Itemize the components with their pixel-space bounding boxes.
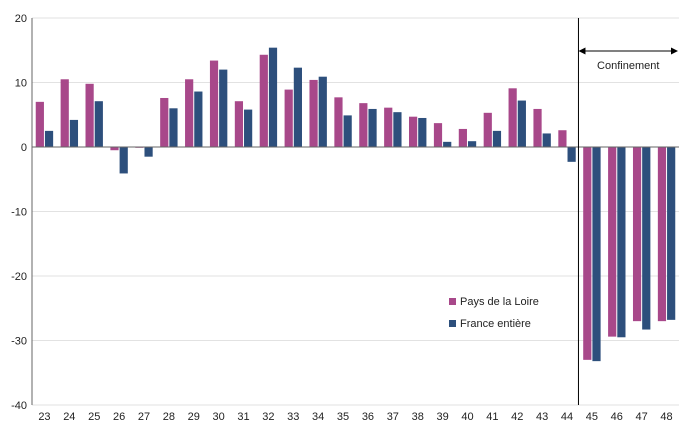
- bar-france-entiere-29: [194, 91, 203, 147]
- x-tick-label: 31: [237, 411, 249, 423]
- bar-pays-de-la-loire-45: [583, 147, 592, 360]
- confinement-label: Confinement: [597, 60, 659, 72]
- bar-pays-de-la-loire-35: [334, 97, 343, 147]
- confinement-arrow-head-left: [578, 47, 586, 55]
- legend-swatch-france-entiere: [449, 320, 456, 327]
- bar-pays-de-la-loire-24: [60, 79, 69, 147]
- x-tick-label: 44: [561, 411, 573, 423]
- confinement-arrow-head-right: [671, 47, 678, 55]
- bar-pays-de-la-loire-41: [483, 112, 492, 147]
- bar-france-entiere-23: [44, 130, 54, 147]
- bar-pays-de-la-loire-43: [533, 108, 542, 147]
- x-tick-label: 33: [287, 411, 299, 423]
- bar-pays-de-la-loire-47: [632, 147, 642, 322]
- x-tick-label: 27: [138, 411, 150, 423]
- bar-france-entiere-39: [443, 141, 452, 147]
- x-tick-label: 41: [486, 411, 498, 423]
- x-tick-label: 47: [636, 411, 648, 423]
- x-tick-label: 38: [412, 411, 424, 423]
- y-tick-label: 0: [21, 142, 27, 154]
- y-tick-label: -40: [11, 400, 27, 412]
- bar-france-entiere-46: [617, 147, 626, 338]
- x-tick-labels: 23 24 25 26 27 28 29 30 31 32 33 34 35 36 37 38 39 40 41 42…: [38, 411, 672, 423]
- bar-pays-de-la-loire-40: [458, 128, 467, 147]
- x-tick-label: 46: [611, 411, 623, 423]
- x-tick-label: 26: [113, 411, 125, 423]
- bar-france-entiere-35: [343, 115, 352, 147]
- confinement-annotation: Confinement: [577, 18, 678, 405]
- y-tick-label: -30: [11, 336, 27, 348]
- bar-pays-de-la-loire-38: [409, 116, 418, 147]
- x-tick-label: 34: [312, 411, 324, 423]
- x-tick-label: 30: [213, 411, 225, 423]
- axes: [31, 18, 679, 405]
- x-tick-label: 48: [660, 411, 672, 423]
- bar-pays-de-la-loire-32: [259, 54, 268, 147]
- bar-pays-de-la-loire-39: [433, 123, 443, 147]
- bar-france-entiere-36: [368, 108, 377, 147]
- legend-label-france-entiere: France entière: [460, 318, 531, 330]
- x-tick-label: 39: [436, 411, 448, 423]
- bar-france-entiere-40: [467, 141, 477, 147]
- legend-label-pays-de-la-loire: Pays de la Loire: [460, 296, 539, 308]
- bar-france-entiere-26: [119, 147, 128, 174]
- bar-pays-de-la-loire-30: [209, 60, 219, 147]
- bar-pays-de-la-loire-48: [657, 147, 667, 322]
- legend-swatch-pays-de-la-loire: [449, 298, 456, 305]
- bar-pays-de-la-loire-31: [234, 101, 244, 147]
- x-tick-label: 28: [163, 411, 175, 423]
- bar-france-entiere-47: [642, 147, 651, 330]
- bar-france-entiere-41: [492, 130, 502, 147]
- x-tick-label: 29: [188, 411, 200, 423]
- y-tick-label: 20: [15, 13, 27, 25]
- bar-france-entiere-42: [517, 100, 526, 147]
- bar-pays-de-la-loire-36: [359, 103, 368, 147]
- bar-france-entiere-44: [567, 147, 576, 162]
- bar-pays-de-la-loire-25: [85, 83, 94, 147]
- grid-lines: [32, 17, 679, 406]
- bar-france-entiere-43: [542, 133, 551, 147]
- bar-france-entiere-38: [418, 117, 427, 147]
- bar-france-entiere-34: [318, 76, 327, 147]
- bar-france-entiere-27: [144, 147, 153, 157]
- bar-france-entiere-24: [69, 119, 79, 147]
- x-tick-label: 40: [461, 411, 473, 423]
- bar-france-entiere-32: [268, 47, 278, 147]
- bar-pays-de-la-loire-28: [160, 97, 169, 147]
- bar-pays-de-la-loire-33: [284, 89, 293, 147]
- x-tick-label: 36: [362, 411, 374, 423]
- bar-pays-de-la-loire-46: [608, 147, 617, 337]
- bar-pays-de-la-loire-34: [309, 79, 318, 147]
- y-tick-label: -20: [11, 271, 27, 283]
- x-tick-label: 45: [586, 411, 598, 423]
- bar-france-entiere-25: [94, 101, 103, 147]
- bar-france-entiere-45: [592, 147, 601, 362]
- bar-pays-de-la-loire-44: [558, 130, 567, 147]
- legend: Pays de la Loire France entière: [449, 296, 539, 330]
- bar-pays-de-la-loire-23: [35, 101, 44, 147]
- bar-france-entiere-31: [244, 109, 253, 147]
- x-tick-label: 24: [63, 411, 75, 423]
- x-tick-label: 25: [88, 411, 100, 423]
- bar-france-entiere-30: [219, 69, 228, 147]
- bar-pays-de-la-loire-37: [384, 107, 393, 147]
- y-tick-label: 10: [15, 78, 27, 90]
- bar-pays-de-la-loire-42: [508, 88, 517, 147]
- x-tick-label: 32: [262, 411, 274, 423]
- y-tick-labels: 20 10 0 -10 -20 -30 -40: [11, 13, 27, 412]
- bar-france-entiere-33: [293, 67, 302, 147]
- y-tick-label: -10: [11, 207, 27, 219]
- bar-pays-de-la-loire-26: [110, 147, 119, 151]
- x-tick-label: 35: [337, 411, 349, 423]
- bars-group: [35, 47, 676, 362]
- x-tick-label: 23: [38, 411, 50, 423]
- x-tick-label: 43: [536, 411, 548, 423]
- bar-pays-de-la-loire-29: [185, 79, 194, 147]
- bar-france-entiere-37: [393, 112, 402, 147]
- x-tick-label: 42: [511, 411, 523, 423]
- x-tick-label: 37: [387, 411, 399, 423]
- bar-france-entiere-28: [169, 108, 178, 147]
- bar-france-entiere-48: [667, 147, 676, 320]
